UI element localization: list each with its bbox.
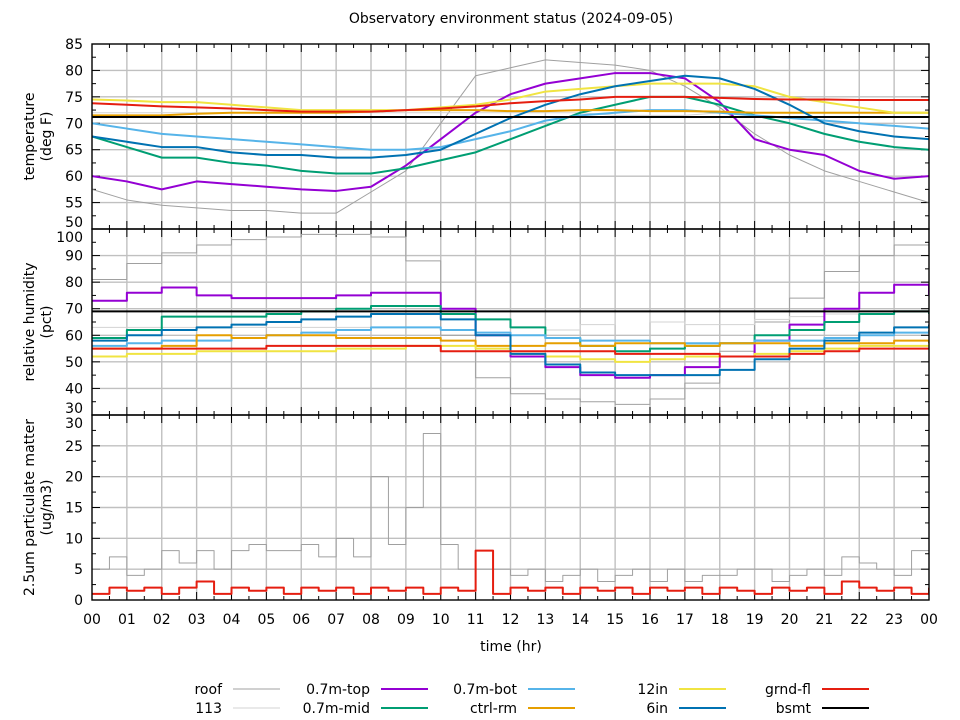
x-tick-label: 23 [885, 612, 903, 628]
y-tick-label: 100 [56, 230, 83, 246]
y-tick-label: 25 [65, 439, 83, 455]
x-tick-label: 22 [850, 612, 868, 628]
x-tick-label: 19 [746, 612, 764, 628]
legend-item-0.7m-mid: 0.7m-mid [303, 701, 428, 717]
y-tick-label: 20 [65, 470, 83, 486]
x-tick-labels: 00 01 02 03 04 05 06 07 08 09 10 11 12 13 14 15 16 17 18 19… [83, 612, 938, 628]
y-axis-label: temperature [22, 93, 38, 181]
x-tick-label: 09 [397, 612, 415, 628]
x-tick-label: 04 [223, 612, 241, 628]
x-axis-label: time (hr) [480, 639, 542, 655]
y-tick-label: 90 [65, 249, 83, 265]
y-tick-label: 0 [74, 593, 83, 609]
x-tick-label: 10 [432, 612, 450, 628]
y-tick-label: 55 [65, 196, 83, 212]
x-tick-label: 02 [153, 612, 171, 628]
x-tick-label: 01 [118, 612, 136, 628]
x-tick-label: 00 [920, 612, 938, 628]
y-tick-label: 85 [65, 37, 83, 53]
y-tick-label: 30 [65, 416, 83, 432]
x-tick-label: 08 [362, 612, 380, 628]
legend-item-ctrl-rm: ctrl-rm [470, 701, 575, 717]
legend-label: 0.7m-top [306, 682, 370, 698]
legend-label: ctrl-rm [470, 701, 517, 717]
panel-1: 30 40 50 60 70 80 90 100 relative humidity (pct) [22, 228, 930, 417]
x-tick-label: 20 [781, 612, 799, 628]
y-tick-label: 5 [74, 562, 83, 578]
y-tick-label: 50 [65, 355, 83, 371]
panel-frame [91, 414, 930, 601]
legend-label: bsmt [776, 701, 812, 717]
x-tick-label: 13 [536, 612, 554, 628]
x-tick-label: 17 [676, 612, 694, 628]
series-line-grnd-fl [92, 344, 929, 358]
legend-label: roof [194, 682, 223, 698]
x-tick-label: 06 [292, 612, 310, 628]
x-tick-label: 03 [188, 612, 206, 628]
x-tick-label: 00 [83, 612, 101, 628]
x-tick-label: 11 [467, 612, 485, 628]
legend-item-roof: roof [194, 682, 280, 698]
series-line-ctrl-rm [92, 334, 929, 350]
y-tick-label: 70 [65, 302, 83, 318]
x-tick-label: 12 [502, 612, 520, 628]
y-axis-label-unit: (deg F) [39, 112, 55, 162]
y-tick-label: 60 [65, 328, 83, 344]
legend-label: 113 [195, 701, 222, 717]
legend-label: 6in [646, 701, 668, 717]
series-group [92, 433, 929, 595]
legend-item-6in: 6in [646, 701, 726, 717]
legend-item-0.7m-top: 0.7m-top [306, 682, 428, 698]
y-tick-label: 10 [65, 531, 83, 547]
series-line-0.7m-mid [92, 305, 929, 353]
y-tick-label: 30 [65, 401, 83, 417]
y-axis-label-unit: (pct) [39, 306, 55, 339]
x-tick-label: 07 [327, 612, 345, 628]
y-tick-label: 65 [65, 143, 83, 159]
y-axis-label: relative humidity [22, 262, 38, 381]
series-group [92, 59, 929, 214]
legend-item-bsmt: bsmt [776, 701, 869, 717]
legend-item-12in: 12in [637, 682, 726, 698]
y-tick-label: 80 [65, 275, 83, 291]
series-line-roof [92, 233, 929, 405]
series-line-roof [92, 433, 929, 582]
x-tick-label: 18 [711, 612, 729, 628]
y-tick-label: 75 [65, 90, 83, 106]
panel-2: 0 5 10 15 20 25 30 2.5um particulate matter (ug/… [22, 414, 930, 609]
legend-label: 0.7m-bot [453, 682, 517, 698]
y-axis-label: 2.5um particulate matter [22, 419, 38, 596]
y-tick-label: 40 [65, 381, 83, 397]
y-tick-label: 50 [65, 215, 83, 231]
y-tick-label: 80 [65, 63, 83, 79]
y-tick-label: 15 [65, 501, 83, 517]
series-line-6in [92, 313, 929, 377]
x-tick-label: 16 [641, 612, 659, 628]
x-tick-label: 15 [606, 612, 624, 628]
legend-label: grnd-fl [765, 682, 811, 698]
chart-title: Observatory environment status (2024-09-… [349, 11, 673, 27]
y-tick-label: 70 [65, 116, 83, 132]
x-tick-label: 14 [571, 612, 589, 628]
y-tick-label: 60 [65, 169, 83, 185]
x-tick-label: 21 [815, 612, 833, 628]
y-axis-label-unit: (ug/m3) [39, 480, 55, 536]
x-tick-label: 05 [257, 612, 275, 628]
series-group [92, 233, 929, 405]
legend-item-0.7m-bot: 0.7m-bot [453, 682, 575, 698]
panel-0: 50 55 60 65 70 75 80 85 temperature (deg F) [22, 37, 930, 231]
legend-label: 0.7m-mid [303, 701, 370, 717]
legend-item-113: 113 [195, 701, 280, 717]
legend-item-grnd-fl: grnd-fl [765, 682, 869, 698]
legend: roof 113 0.7m-top 0.7m-mid 0.7m-bot ctrl-rm 12… [194, 682, 869, 717]
legend-label: 12in [637, 682, 668, 698]
